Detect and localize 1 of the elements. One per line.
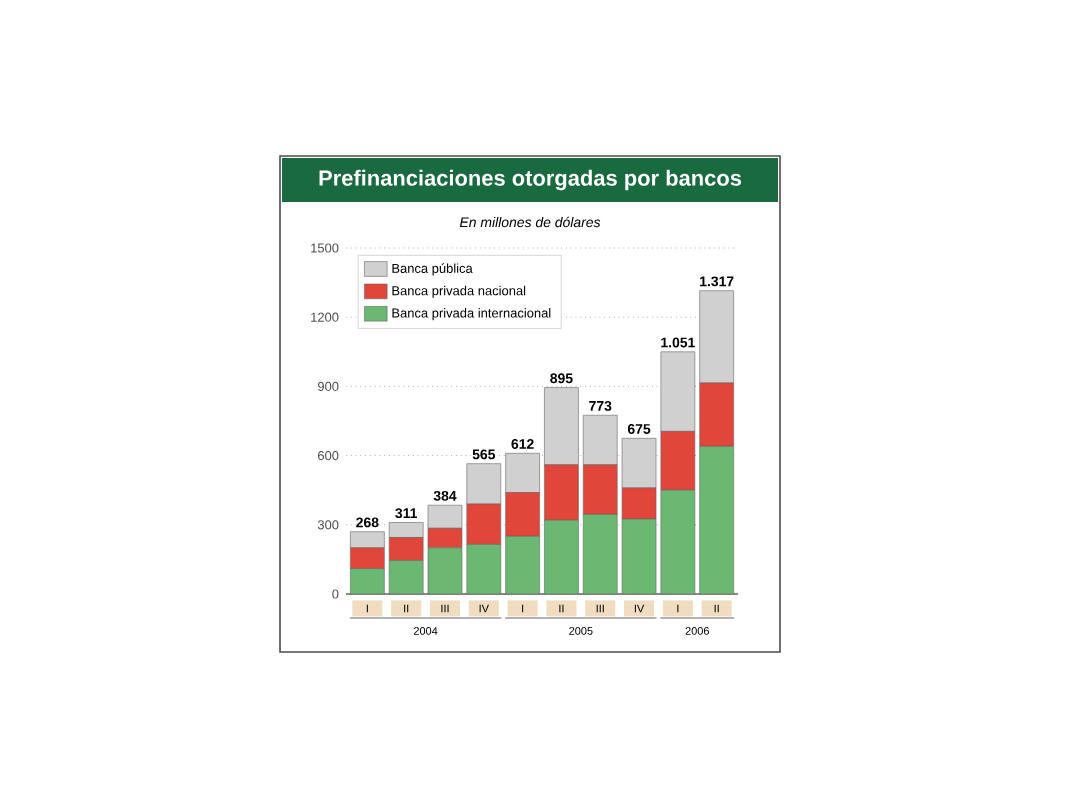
- chart-title: Prefinanciaciones otorgadas por bancos: [319, 169, 742, 191]
